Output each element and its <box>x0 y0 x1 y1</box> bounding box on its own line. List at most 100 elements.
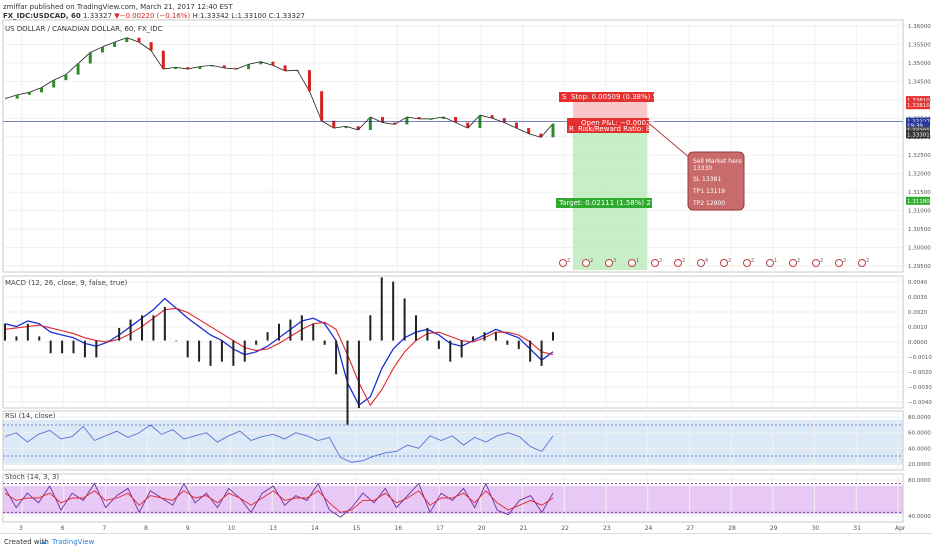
candle <box>466 122 470 129</box>
macd-histogram-bar <box>335 340 338 375</box>
price-segment <box>516 127 529 135</box>
x-tick-label: 20 <box>478 525 486 532</box>
macd-histogram-bar <box>552 332 554 341</box>
macd-histogram-bar <box>517 340 520 350</box>
x-tick-label: 7 <box>102 525 106 532</box>
candle <box>320 91 324 121</box>
candle <box>417 117 421 119</box>
candle <box>539 133 543 138</box>
event-marker[interactable] <box>697 259 705 267</box>
macd-histogram-bar <box>460 340 463 358</box>
macd-histogram-bar <box>346 340 349 425</box>
x-tick-label: 27 <box>686 525 694 532</box>
price-segment <box>114 37 127 43</box>
event-marker[interactable] <box>766 259 774 267</box>
tradingview-brand[interactable]: TradingView <box>52 538 95 546</box>
macd-histogram-bar <box>15 336 18 341</box>
event-marker-count: 2 <box>659 258 662 264</box>
price-segment <box>260 61 274 66</box>
macd-histogram-bar <box>369 315 372 341</box>
event-marker[interactable] <box>628 259 636 267</box>
macd-title: MACD (12, 26, close, 9, false, true) <box>5 279 128 287</box>
candle <box>64 74 68 81</box>
event-marker[interactable] <box>605 259 613 267</box>
ratio-label: Risk/Reward Ratio: 8.45 <box>578 125 661 133</box>
macd-histogram-bar <box>220 340 223 362</box>
macd-histogram-bar <box>278 323 280 341</box>
candle <box>76 63 80 75</box>
candle <box>259 61 263 65</box>
price-segment <box>394 116 408 125</box>
price-segment <box>199 64 213 67</box>
event-marker[interactable] <box>582 259 590 267</box>
candle <box>161 50 165 70</box>
price-segment <box>65 63 79 75</box>
x-tick-label: 6 <box>61 525 65 532</box>
y-tick-label: 80.0000 <box>908 415 931 421</box>
trade-note[interactable] <box>687 151 745 211</box>
event-marker[interactable] <box>812 259 820 267</box>
note-line-4: TP1 13119 <box>692 188 725 195</box>
event-marker[interactable] <box>835 259 843 267</box>
note-line-5: TP2 12900 <box>692 200 725 207</box>
candle <box>247 64 251 70</box>
macd-histogram-bar <box>506 340 509 345</box>
event-marker[interactable] <box>743 259 751 267</box>
macd-histogram-bar <box>392 281 395 341</box>
price-segment <box>41 79 54 88</box>
y-tick-label: 1.32000 <box>908 172 931 178</box>
event-marker[interactable] <box>559 259 567 267</box>
price-segment <box>224 67 237 70</box>
macd-histogram-bar <box>106 340 109 342</box>
entry-price-tag[interactable] <box>906 130 930 139</box>
price-segment <box>102 41 115 48</box>
stop-price-tag[interactable] <box>906 96 930 105</box>
y-tick-label: 1.35500 <box>908 42 931 48</box>
y-tick-label: 0.0020 <box>908 310 928 316</box>
macd-histogram-bar <box>163 306 166 341</box>
candle <box>15 94 19 99</box>
macd-histogram-bar <box>38 336 41 341</box>
candle <box>527 128 531 134</box>
symbol[interactable]: FX_IDC:USDCAD, 60 <box>3 12 81 20</box>
event-marker-count: 2 <box>797 258 800 264</box>
macd-histogram-bar <box>175 340 178 342</box>
tradingview-icon: ☁ <box>40 538 47 546</box>
event-marker-count: 2 <box>843 258 846 264</box>
event-marker[interactable] <box>651 259 659 267</box>
event-marker[interactable] <box>789 259 797 267</box>
stop-label-box[interactable] <box>559 92 654 102</box>
macd-histogram-bar <box>129 319 132 341</box>
stop-price-tag-2[interactable] <box>906 101 930 110</box>
macd-histogram-bar <box>312 323 315 341</box>
chart-canvas[interactable]: 1.360001.355001.350001.345001.340001.335… <box>0 0 932 532</box>
candle <box>271 61 275 66</box>
x-tick-label: 29 <box>770 525 778 532</box>
candle <box>344 126 348 129</box>
time-tag[interactable] <box>906 121 930 130</box>
event-marker[interactable] <box>858 259 866 267</box>
event-marker-count: 2 <box>820 258 823 264</box>
event-marker[interactable] <box>674 259 682 267</box>
y-tick-label: 1.32500 <box>908 153 931 159</box>
x-tick-label: 15 <box>353 525 361 532</box>
candle <box>356 126 360 130</box>
y-tick-label: 1.30500 <box>908 227 931 233</box>
symbol-ohlc: FX_IDC:USDCAD, 60 1.33327 ▼−0.00220 (−0.… <box>3 12 305 20</box>
x-tick-label: 24 <box>645 525 653 532</box>
reward-zone <box>573 120 647 270</box>
candle <box>186 67 190 70</box>
target-price-tag[interactable] <box>906 196 930 205</box>
macd-histogram-bar <box>357 340 360 408</box>
footer: Created with ☁ TradingView <box>0 533 932 551</box>
x-tick-label: 23 <box>603 525 611 532</box>
price-segment <box>406 116 420 120</box>
pnl-label-box[interactable] <box>567 118 649 133</box>
candle <box>113 42 117 47</box>
y-tick-label: 1.36000 <box>908 24 931 30</box>
target-label-box[interactable] <box>556 198 652 208</box>
candle <box>429 118 433 120</box>
time-tag-text: 19:39 <box>907 124 923 130</box>
event-marker[interactable] <box>720 259 728 267</box>
y-tick-label: −0.0010 <box>908 355 932 361</box>
